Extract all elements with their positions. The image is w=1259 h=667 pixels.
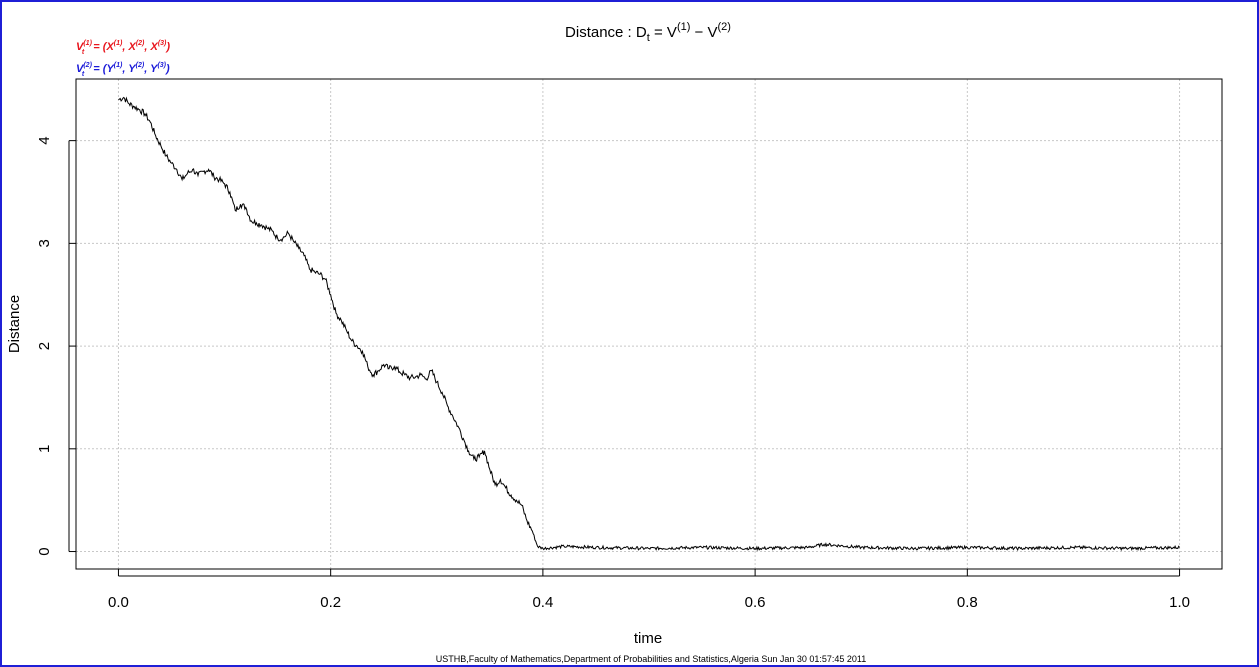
y-tick-label: 0 — [36, 547, 53, 555]
grid-lines — [76, 79, 1222, 569]
x-tick-label: 1.0 — [1169, 594, 1190, 611]
plot-area-border — [75, 78, 1223, 570]
distance-series-line — [118, 96, 1180, 552]
footer-credit: USTHB,Faculty of Mathematics,Department … — [436, 654, 867, 664]
legend-entry-v1: V(1) t = (X(1), X(2), X(3)) — [76, 40, 170, 56]
x-tick-label: 0.6 — [745, 594, 766, 611]
x-axis: 0.0 0.2 0.4 0.6 0.8 1.0 — [108, 569, 1190, 611]
chart-title: Distance : Dt = V(1) − V(2) — [565, 21, 731, 44]
y-tick-label: 2 — [36, 342, 53, 350]
x-tick-label: 0.0 — [108, 594, 129, 611]
y-axis-label: Distance — [6, 295, 23, 353]
x-axis-label: time — [634, 630, 662, 647]
legend-entry-v2: V(2) t = (Y(1), Y(2), Y(3)) — [76, 62, 170, 78]
x-tick-label: 0.4 — [532, 594, 553, 611]
y-tick-label: 1 — [36, 445, 53, 453]
y-axis: 0 1 2 3 4 — [36, 136, 76, 556]
y-tick-label: 3 — [36, 239, 53, 247]
x-tick-label: 0.8 — [957, 594, 978, 611]
y-tick-label: 4 — [36, 136, 53, 144]
x-tick-label: 0.2 — [320, 594, 341, 611]
